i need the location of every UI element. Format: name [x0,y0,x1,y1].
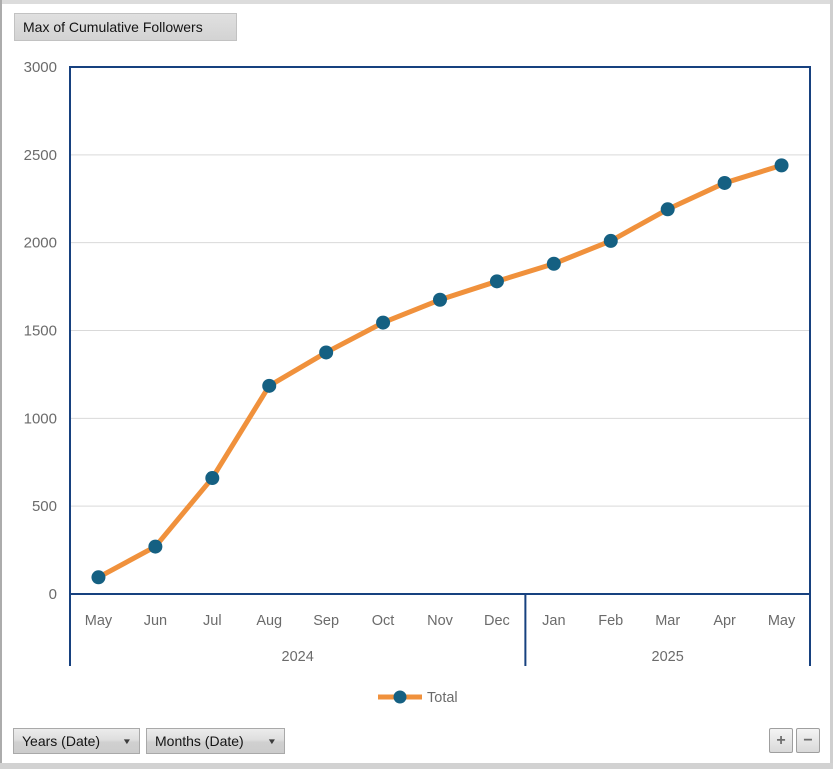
data-point-marker [433,292,447,307]
value-field-button[interactable]: Max of Cumulative Followers [14,13,237,41]
pivot-chart: 0 500 1000 1500 2000 2500 3000 May Jun Jul Aug Sep O… [24,59,811,706]
x-axis-year-label: 2024 [282,649,314,665]
y-axis-tick-label: 500 [32,498,57,515]
window-border-top [0,0,833,4]
x-axis-month-label: Apr [713,613,736,629]
data-point-marker [319,345,334,360]
x-axis-month-label: Jul [203,613,222,629]
series-line-total [95,162,785,580]
plot-area-border [69,66,811,595]
data-point-marker [603,233,618,248]
expand-field-button[interactable]: + [769,728,793,753]
x-axis-month-label: Sep [313,613,339,629]
x-axis-month-label: Oct [372,613,395,629]
data-point-marker [262,378,277,393]
data-point-marker [546,256,561,271]
value-field-label: Max of Cumulative Followers [23,19,203,35]
plus-icon: + [776,731,786,749]
minus-icon: − [803,731,813,749]
years-date-field-button[interactable]: Years (Date) ▼ [13,728,140,754]
y-axis-tick-label: 1500 [24,323,57,340]
x-axis-month-label: Dec [484,613,510,629]
data-point-marker [205,471,220,486]
window-border-right [830,0,833,769]
months-date-field-label: Months (Date) [155,733,244,749]
data-point-marker [91,570,106,585]
x-axis-month-label: Feb [598,613,623,629]
data-point-marker [148,539,163,554]
window-border-left [0,0,2,769]
y-axis-tick-label: 2000 [24,235,57,252]
chevron-down-icon: ▼ [121,736,133,746]
y-axis-tick-label: 3000 [24,59,57,76]
data-point-marker [660,202,675,217]
legend-marker-swatch [393,690,407,704]
data-point-marker [774,158,789,173]
months-date-field-button[interactable]: Months (Date) ▼ [146,728,285,754]
chevron-down-icon: ▼ [266,736,278,746]
data-point-marker [489,274,504,289]
years-date-field-label: Years (Date) [22,733,101,749]
legend-label: Total [427,690,458,706]
x-axis-month-label: May [85,613,113,629]
legend[interactable]: Total [378,690,458,706]
x-axis-month-label: Nov [427,613,454,629]
x-axis-month-label: May [768,613,796,629]
y-axis-tick-label: 2500 [24,147,57,164]
window-border-bottom [0,763,833,769]
data-point-marker [376,315,391,330]
x-axis-year-label: 2025 [652,649,684,665]
x-axis-month-label: Jun [144,613,167,629]
plot-area: 0 500 1000 1500 2000 2500 3000 May Jun Jul Aug Sep O… [24,59,811,666]
x-axis-month-label: Mar [655,613,680,629]
y-axis-tick-label: 1000 [24,410,57,427]
x-axis-month-label: Jan [542,613,565,629]
x-axis-month-label: Aug [256,613,282,629]
data-point-marker [717,175,732,190]
collapse-field-button[interactable]: − [796,728,820,753]
y-axis-tick-label: 0 [49,586,57,603]
